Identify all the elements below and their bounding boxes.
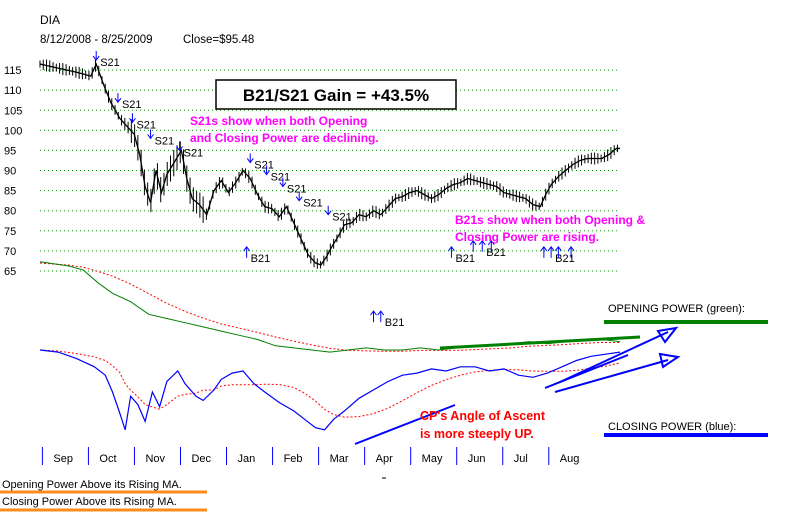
b21-arrow-head (448, 246, 455, 252)
price-gridlines (40, 69, 620, 272)
s21-arrow-head (129, 118, 136, 124)
s21-label: S21 (184, 147, 204, 159)
s21-label: S21 (287, 184, 307, 196)
month-label: May (422, 453, 443, 465)
ticker-label: DIA (40, 13, 60, 27)
gain-box-text: B21/S21 Gain = +43.5% (243, 86, 429, 105)
s21-arrow-head (92, 55, 100, 61)
b21-arrow-head (540, 246, 548, 252)
month-label: Dec (191, 453, 211, 465)
price-close-line (39, 62, 620, 266)
s21-arrow-head (279, 182, 287, 188)
closing-power-arrowhead (658, 352, 681, 369)
opening-power-arrow-shaft (559, 331, 669, 383)
y-tick-label: 75 (4, 226, 16, 238)
s21-note-line1: S21s show when both Opening (190, 114, 367, 128)
s21-arrow-head (246, 158, 254, 164)
b21-label: B21 (455, 253, 475, 265)
b21-arrow-head (370, 310, 377, 316)
price-axis-ticks: 65 70 75 80 85 90 95 100 105 110 115 (4, 65, 22, 278)
cp-note-line2: is more steeply UP. (420, 427, 534, 441)
b21-label: B21 (555, 253, 575, 265)
y-tick-label: 65 (4, 266, 16, 278)
s21-label: S21 (303, 198, 323, 210)
b21-arrow-head (469, 239, 477, 246)
y-tick-label: 100 (4, 125, 22, 137)
b21-arrow-head (377, 310, 385, 316)
y-tick-label: 110 (4, 85, 22, 97)
y-tick-label: 95 (4, 145, 16, 157)
month-label: Feb (284, 453, 303, 465)
month-label: Nov (145, 453, 165, 465)
closing-power-arrow-shaft (554, 359, 669, 393)
closing-power-label: CLOSING POWER (blue): (608, 421, 736, 433)
signal-markers: S21S21S21S21S21S21S21S21S21S21B21B21B21B… (92, 51, 575, 329)
footer-closing-power-note: Closing Power Above its Rising MA. (2, 496, 177, 508)
y-tick-label: 90 (4, 166, 16, 178)
month-axis: Sep Oct Nov Dec Jan Feb Mar Apr May Jun Jul Aug (41, 447, 580, 465)
opening-power-label: OPENING POWER (green): (608, 303, 745, 315)
s21-label: S21 (122, 99, 142, 111)
closing-power-ascent-trendline (544, 354, 629, 389)
opening-power-trendline (439, 335, 641, 350)
b21-label: B21 (486, 247, 506, 259)
date-range-label: 8/12/2008 - 8/25/2009 (40, 34, 153, 46)
b21-note-line2: Closing Power are rising. (455, 230, 599, 244)
s21-label: S21 (254, 159, 274, 171)
footer-opening-power-note: Opening Power Above its Rising MA. (2, 479, 182, 491)
y-tick-label: 80 (4, 206, 16, 218)
s21-arrow-head (114, 97, 122, 104)
y-tick-label: 115 (4, 65, 22, 77)
s21-arrow-head (263, 170, 270, 176)
month-label: Oct (99, 453, 116, 465)
b21-note-line1: B21s show when both Opening & (455, 213, 645, 227)
b21-arrow-head (567, 246, 575, 252)
opening-power-moving-average (39, 262, 620, 352)
s21-label: S21 (136, 119, 156, 131)
cp-note-line1: CP's Angle of Ascent (420, 409, 546, 423)
month-label: Aug (560, 453, 580, 465)
opening-power-arrowhead (656, 326, 679, 344)
b21-arrow-head (487, 239, 495, 246)
closing-power-line (39, 349, 621, 431)
month-label: Jun (468, 453, 486, 465)
close-price-label: Close=$95.48 (183, 34, 254, 46)
s21-arrow-head (324, 210, 332, 216)
s21-label: S21 (271, 172, 291, 184)
s21-arrow-head (295, 196, 303, 202)
b21-arrow-head (243, 246, 251, 252)
s21-arrow-head (176, 146, 183, 152)
y-tick-label: 70 (4, 246, 16, 258)
s21-label: S21 (100, 57, 120, 69)
month-label: Sep (53, 453, 73, 465)
month-label: Jul (514, 453, 528, 465)
s21-label: S21 (332, 212, 352, 224)
closing-power-base-trendline (354, 404, 456, 445)
y-tick-label: 105 (4, 105, 22, 117)
gain-box (215, 79, 457, 110)
b21-arrow-head (478, 239, 486, 246)
b21-arrow-head (547, 246, 555, 252)
b21-label: B21 (385, 317, 405, 329)
month-label: Jan (238, 453, 256, 465)
month-label: Apr (376, 453, 393, 465)
y-tick-label: 85 (4, 186, 16, 198)
month-label: Mar (330, 453, 349, 465)
s21-label: S21 (155, 135, 175, 147)
b21-arrow-head (554, 246, 562, 252)
s21-note-line2: and Closing Power are declining. (190, 131, 379, 145)
b21-label: B21 (251, 253, 271, 265)
s21-arrow-head (147, 134, 154, 140)
